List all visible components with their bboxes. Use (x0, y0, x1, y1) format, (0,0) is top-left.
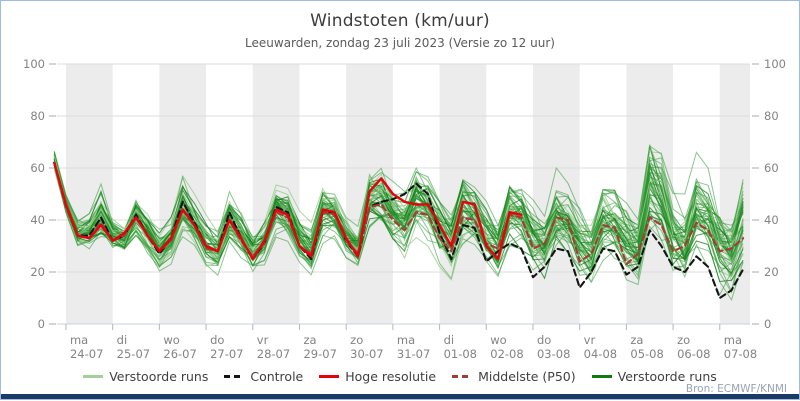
x-tick-date: 06-08 (677, 347, 710, 361)
ensemble-member-line (53, 160, 744, 261)
legend-item: Middelste (P50) (452, 369, 576, 384)
y-tick-label-right: 100 (764, 57, 786, 71)
legend-label: Hoge resolutie (345, 369, 437, 384)
legend-label: Controle (250, 369, 304, 384)
legend-item: Verstoorde runs (83, 369, 208, 384)
legend-item: Verstoorde runs (591, 369, 717, 384)
x-tick-weekday: vr (584, 333, 596, 347)
y-tick-label-right: 0 (764, 317, 771, 331)
x-tick-weekday: di (444, 333, 455, 347)
x-tick-weekday: do (210, 333, 224, 347)
x-tick-date: 05-08 (630, 347, 663, 361)
bottom-bar (1, 394, 799, 399)
y-tick-label-left: 40 (30, 213, 45, 227)
chart-legend: Verstoorde runs Controle Hoge resolutie Mid… (1, 369, 799, 384)
x-tick-weekday: zo (350, 333, 363, 347)
y-tick-label-right: 80 (764, 109, 779, 123)
x-tick-date: 24-07 (70, 347, 103, 361)
x-tick-date: 31-07 (397, 347, 430, 361)
legend-swatch-solid (591, 375, 612, 378)
source-label: Bron: ECMWF/KNMI (685, 383, 787, 395)
y-tick-label-left: 100 (23, 57, 45, 71)
x-tick-weekday: zo (677, 333, 690, 347)
y-tick-label-left: 20 (30, 265, 45, 279)
x-tick-date: 28-07 (257, 347, 290, 361)
x-tick-date: 26-07 (163, 347, 196, 361)
x-tick-weekday: za (630, 333, 643, 347)
ensemble-member-line (53, 162, 744, 281)
ensemble-member-line (53, 155, 744, 264)
y-tick-label-left: 0 (38, 317, 45, 331)
legend-swatch-solid (319, 375, 340, 378)
x-tick-weekday: wo (163, 333, 179, 347)
y-tick-label-left: 60 (30, 161, 45, 175)
x-tick-date: 03-08 (537, 347, 570, 361)
x-tick-date: 30-07 (350, 347, 383, 361)
legend-swatch-dashed (224, 375, 245, 378)
legend-label: Verstoorde runs (109, 369, 209, 384)
legend-swatch-solid (83, 375, 104, 378)
x-tick-date: 04-08 (584, 347, 617, 361)
legend-item: Controle (224, 369, 303, 384)
x-tick-weekday: ma (724, 333, 742, 347)
legend-label: Middelste (P50) (478, 369, 576, 384)
y-tick-label-right: 40 (764, 213, 779, 227)
y-tick-label-right: 20 (764, 265, 779, 279)
x-tick-weekday: ma (70, 333, 88, 347)
x-tick-date: 01-08 (444, 347, 477, 361)
y-axes: 0 0 20 20 40 40 60 60 80 80 100 100 (23, 57, 786, 331)
x-tick-date: 27-07 (210, 347, 243, 361)
x-tick-weekday: vr (257, 333, 269, 347)
x-axis: ma24-07di25-07wo26-07do27-07vr28-07za29-… (57, 323, 757, 361)
ensemble-member-line (53, 164, 744, 296)
legend-item: Hoge resolutie (319, 369, 436, 384)
x-tick-date: 29-07 (303, 347, 336, 361)
x-tick-date: 07-08 (724, 347, 757, 361)
page-title: Windstoten (km/uur) (310, 11, 490, 31)
x-tick-weekday: za (303, 333, 316, 347)
ensemble-member-line (53, 164, 744, 278)
page-subtitle: Leeuwarden, zondag 23 juli 2023 (Versie … (245, 36, 555, 50)
x-tick-date: 25-07 (117, 347, 150, 361)
high-resolution-line (53, 161, 523, 261)
x-tick-weekday: wo (490, 333, 506, 347)
y-tick-label-right: 60 (764, 161, 779, 175)
x-tick-weekday: di (117, 333, 128, 347)
x-tick-weekday: ma (397, 333, 415, 347)
legend-label: Verstoorde runs (617, 369, 717, 384)
x-tick-weekday: do (537, 333, 551, 347)
x-tick-date: 02-08 (490, 347, 523, 361)
y-tick-label-left: 80 (30, 109, 45, 123)
legend-swatch-dashed (452, 375, 473, 378)
p50-median-line (53, 161, 745, 266)
